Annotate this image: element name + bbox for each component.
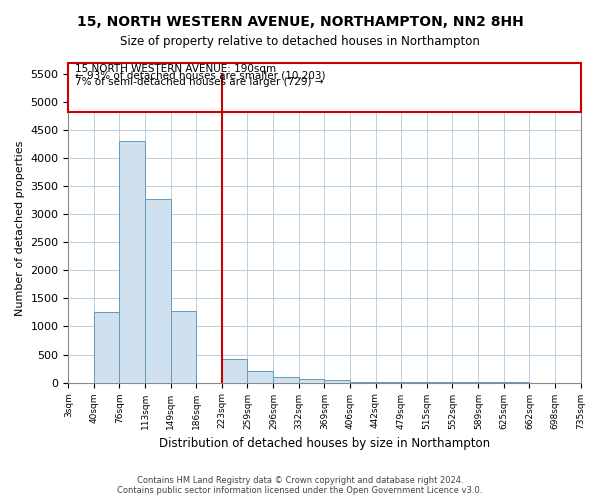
- Bar: [325, 380, 350, 382]
- Text: Size of property relative to detached houses in Northampton: Size of property relative to detached ho…: [120, 35, 480, 48]
- Text: Contains HM Land Registry data © Crown copyright and database right 2024.
Contai: Contains HM Land Registry data © Crown c…: [118, 476, 482, 495]
- X-axis label: Distribution of detached houses by size in Northampton: Distribution of detached houses by size …: [159, 437, 490, 450]
- Bar: [68, 63, 581, 112]
- Text: 15, NORTH WESTERN AVENUE, NORTHAMPTON, NN2 8HH: 15, NORTH WESTERN AVENUE, NORTHAMPTON, N…: [77, 15, 523, 29]
- Text: 7% of semi-detached houses are larger (729) →: 7% of semi-detached houses are larger (7…: [76, 78, 324, 88]
- Text: ← 93% of detached houses are smaller (10,203): ← 93% of detached houses are smaller (10…: [76, 70, 326, 81]
- Bar: [170, 311, 196, 382]
- Text: 15 NORTH WESTERN AVENUE: 190sqm: 15 NORTH WESTERN AVENUE: 190sqm: [76, 64, 277, 74]
- Bar: [119, 142, 145, 382]
- Y-axis label: Number of detached properties: Number of detached properties: [15, 140, 25, 316]
- Bar: [274, 377, 299, 382]
- Bar: [247, 371, 274, 382]
- Bar: [145, 199, 170, 382]
- Bar: [299, 379, 325, 382]
- Bar: [223, 359, 247, 382]
- Bar: [94, 312, 119, 382]
